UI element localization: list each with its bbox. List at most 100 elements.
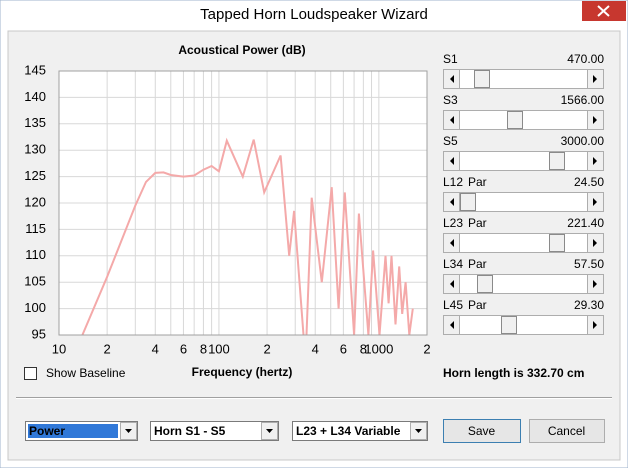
show-baseline-checkbox[interactable]: Show Baseline: [24, 366, 126, 380]
arrow-glyph[interactable]: [450, 116, 454, 124]
scrollbar[interactable]: [443, 69, 604, 89]
scroll-thumb[interactable]: [460, 193, 476, 211]
arrow-glyph[interactable]: [450, 321, 454, 329]
slider-sublabel: Par: [468, 216, 487, 230]
plot: [81, 137, 414, 335]
scroll-thumb[interactable]: [474, 70, 490, 88]
slider-value: 221.40: [567, 216, 604, 230]
y-tick-label: 120: [24, 194, 46, 209]
close-button[interactable]: [582, 1, 626, 21]
button-label[interactable]: Cancel: [548, 424, 585, 438]
scrollbar[interactable]: [443, 151, 604, 171]
scrollbar[interactable]: [443, 233, 604, 253]
scroll-track[interactable]: [443, 151, 604, 171]
x-tick-label: 8: [360, 341, 367, 356]
horn-length: Horn length is 332.70 cm: [443, 366, 584, 380]
plot-border: [58, 70, 428, 336]
arrow-glyph[interactable]: [593, 280, 597, 288]
scroll-thumb[interactable]: [549, 234, 565, 252]
x-tick-label: 8: [200, 341, 207, 356]
arrow-glyph[interactable]: [450, 75, 454, 83]
scroll-thumb[interactable]: [501, 316, 517, 334]
scroll-thumb[interactable]: [549, 152, 565, 170]
scrollbar[interactable]: [443, 110, 604, 130]
button-face[interactable]: [443, 419, 521, 443]
button[interactable]: Save: [443, 419, 521, 443]
slider-sublabel: Par: [468, 257, 487, 271]
scroll-track[interactable]: [443, 315, 604, 335]
scrollbar[interactable]: [443, 274, 604, 294]
y-tick-label: 105: [24, 274, 46, 289]
scrollbar[interactable]: [443, 192, 604, 212]
dropdown[interactable]: Horn S1 - S5: [150, 421, 279, 441]
dropdown-arrow[interactable]: [415, 429, 422, 433]
slider-label: L12: [443, 175, 463, 189]
slider-sublabel: Par: [468, 175, 487, 189]
x-tick-label: 2: [263, 341, 270, 356]
y-tick-label: 125: [24, 168, 46, 183]
dropdown-box[interactable]: [150, 421, 279, 441]
arrow-glyph[interactable]: [593, 157, 597, 165]
checkbox-label[interactable]: Show Baseline: [46, 366, 126, 380]
dropdown-arrow[interactable]: [125, 429, 132, 433]
dropdown[interactable]: Power: [25, 421, 138, 441]
y-tick-label: 95: [32, 326, 46, 341]
scroll-track[interactable]: [443, 233, 604, 253]
slider-value: 470.00: [567, 52, 604, 66]
slider-label: L23: [443, 216, 463, 230]
y-tick-label: 100: [24, 300, 46, 315]
slider-label: S1: [443, 52, 458, 66]
scrollbar[interactable]: [443, 315, 604, 335]
arrow-glyph[interactable]: [593, 198, 597, 206]
arrow-glyph[interactable]: [593, 116, 597, 124]
arrow-glyph[interactable]: [450, 157, 454, 165]
close-icon[interactable]: [597, 5, 610, 17]
y-tick-label: 140: [24, 89, 46, 104]
slider-label: L45: [443, 298, 463, 312]
chart-title: Acoustical Power (dB): [178, 43, 305, 57]
slider-value: 57.50: [574, 257, 604, 271]
arrow-glyph[interactable]: [593, 75, 597, 83]
arrow-glyph[interactable]: [593, 239, 597, 247]
dropdown-text[interactable]: Horn S1 - S5: [154, 424, 226, 438]
power-curve: [81, 137, 414, 335]
x-tick-label: 4: [312, 341, 319, 356]
x-tick-label: 6: [340, 341, 347, 356]
slider-value: 29.30: [574, 298, 604, 312]
y-tick-label: 130: [24, 142, 46, 157]
slider-value: 24.50: [574, 175, 604, 189]
arrow-glyph[interactable]: [450, 239, 454, 247]
y-tick-label: 115: [25, 221, 46, 236]
x-tick-label: 100: [208, 341, 230, 356]
arrow-glyph[interactable]: [450, 198, 454, 206]
x-axis-label: Frequency (hertz): [192, 365, 293, 379]
scroll-track[interactable]: [443, 274, 604, 294]
dropdown-box[interactable]: [292, 421, 428, 441]
slider-label: S3: [443, 93, 458, 107]
scroll-thumb[interactable]: [507, 111, 523, 129]
scroll-track[interactable]: [443, 69, 604, 89]
dropdown-arrow[interactable]: [266, 429, 273, 433]
checkbox-box[interactable]: [24, 367, 37, 380]
dropdown-selection[interactable]: [28, 424, 118, 438]
arrow-glyph[interactable]: [450, 280, 454, 288]
arrow-glyph[interactable]: [593, 321, 597, 329]
y-tick-label: 110: [25, 247, 46, 262]
scroll-thumb[interactable]: [477, 275, 493, 293]
slider-label: S5: [443, 134, 458, 148]
x-tick-label: 1000: [364, 341, 393, 356]
dropdown[interactable]: L23 + L34 Variable: [292, 421, 428, 441]
scroll-track[interactable]: [443, 110, 604, 130]
button-face[interactable]: [529, 419, 605, 443]
slider-value: 3000.00: [561, 134, 605, 148]
y-tick-label: 145: [24, 62, 46, 77]
slider-sublabel: Par: [468, 298, 487, 312]
x-tick-label: 2: [104, 341, 111, 356]
dropdown-text[interactable]: Power: [29, 424, 65, 438]
button[interactable]: Cancel: [529, 419, 605, 443]
button-label[interactable]: Save: [468, 424, 496, 438]
window-title: Tapped Horn Loudspeaker Wizard: [200, 6, 428, 23]
dropdown-text[interactable]: L23 + L34 Variable: [296, 424, 401, 438]
y-tick-label: 135: [24, 115, 46, 130]
